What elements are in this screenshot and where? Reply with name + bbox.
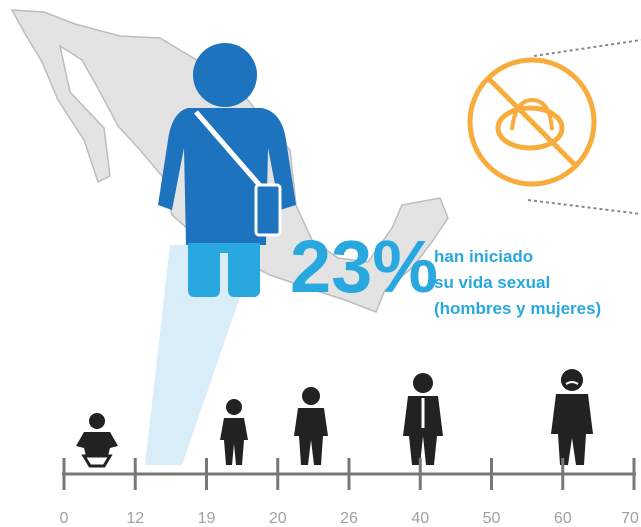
tick-label: 20 — [269, 510, 287, 527]
tick-label: 0 — [60, 510, 69, 527]
beam — [145, 245, 258, 465]
stat-text: (hombres y mujeres) — [434, 299, 601, 318]
stat-value: 23% — [290, 225, 438, 308]
tick-label: 40 — [411, 510, 429, 527]
stat-text: han iniciado — [434, 247, 533, 266]
tick-label: 19 — [198, 510, 216, 527]
no-condom-icon — [467, 57, 597, 187]
tick-label: 70 — [621, 510, 639, 527]
connector — [527, 39, 641, 215]
tick-label: 26 — [340, 510, 358, 527]
tick-label: 12 — [126, 510, 144, 527]
tick-label: 60 — [554, 510, 572, 527]
stat-text: su vida sexual — [434, 273, 550, 292]
person-icon — [158, 43, 296, 297]
figures — [76, 369, 593, 468]
tick-label: 50 — [483, 510, 501, 527]
